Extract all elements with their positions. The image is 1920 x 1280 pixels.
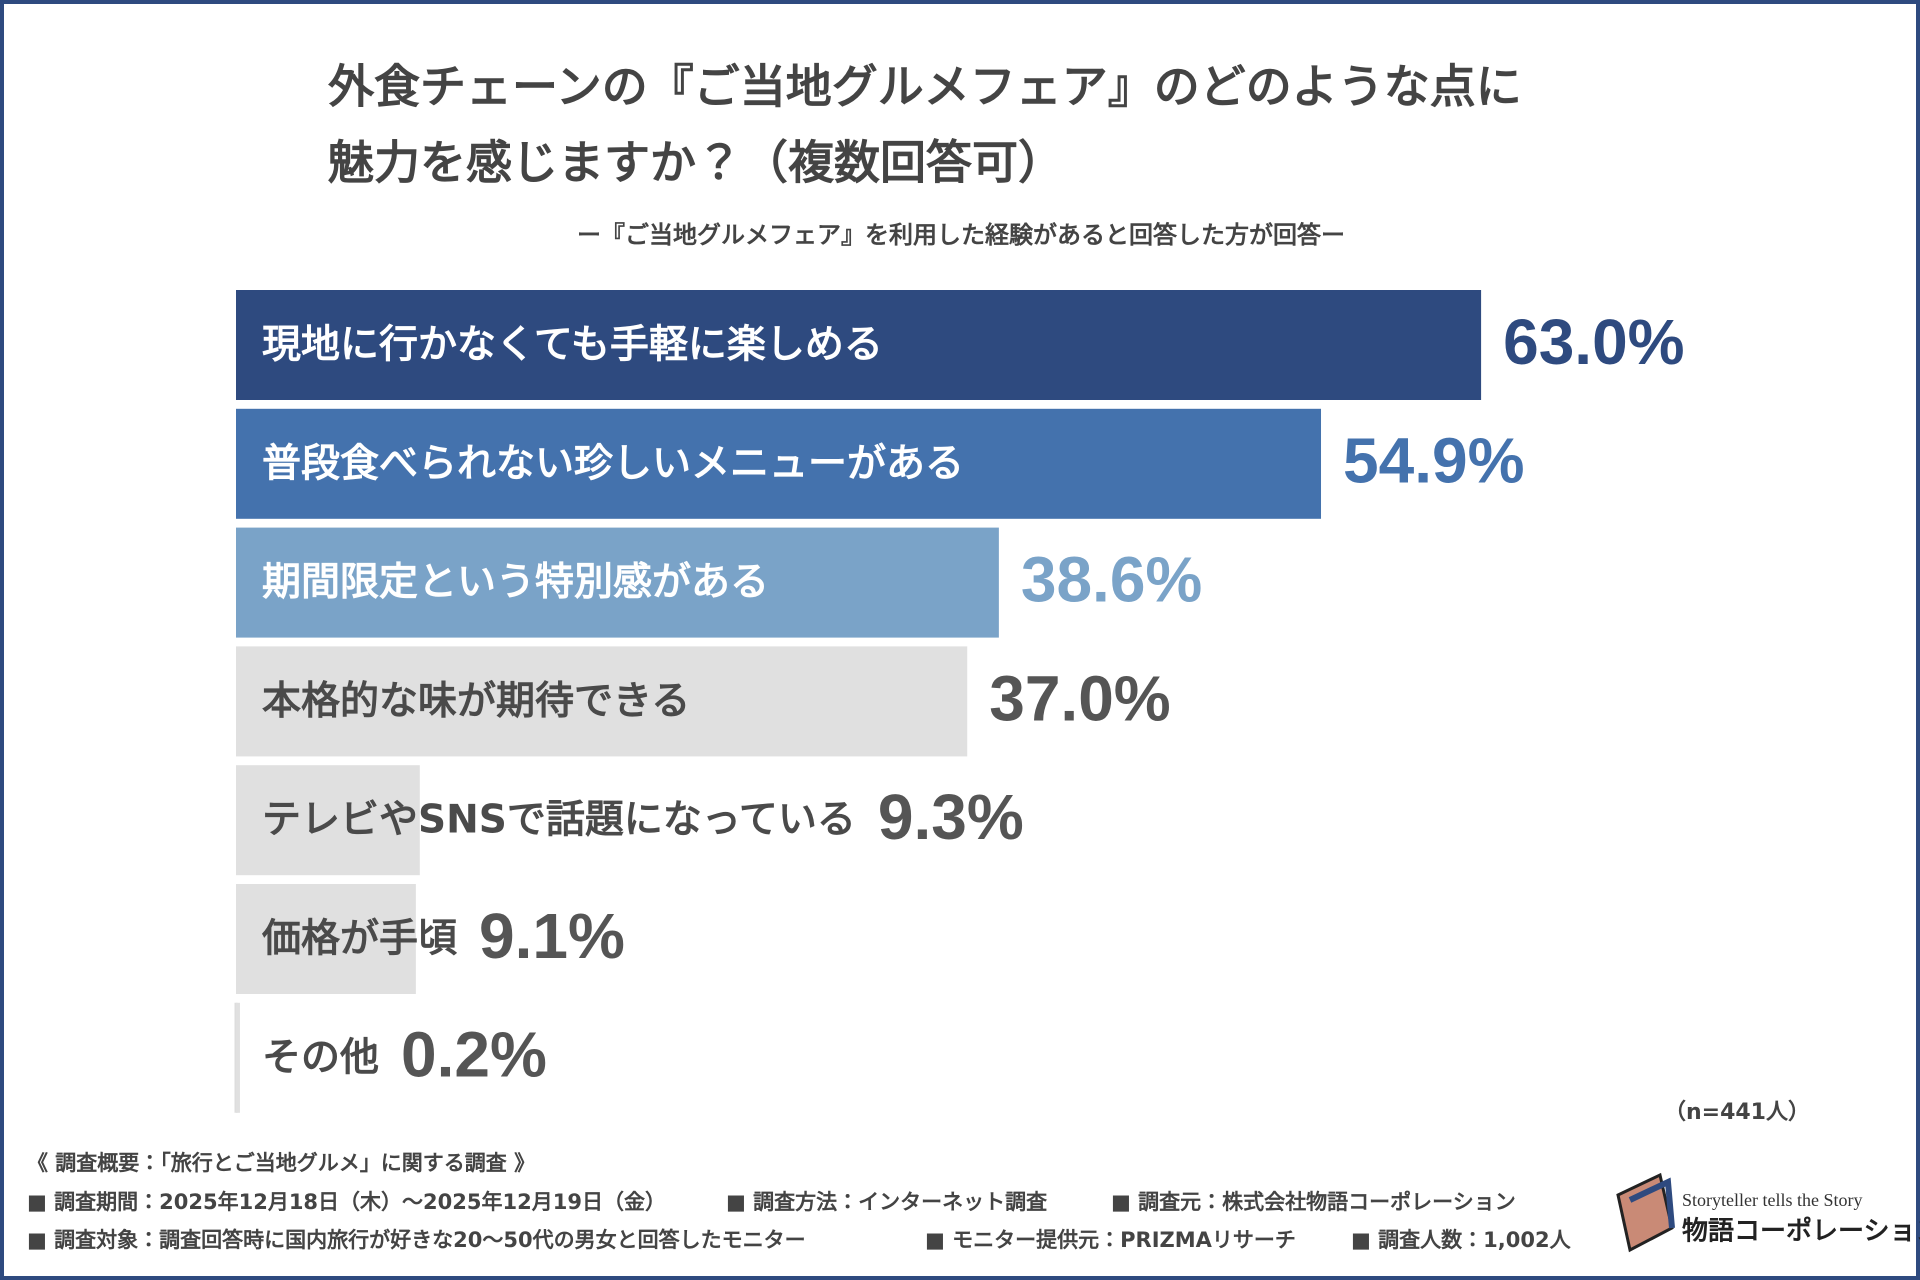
- bar: [236, 408, 1322, 519]
- value-label: 0.2%: [401, 1019, 547, 1091]
- footnote: 《 調査概要：「旅行とご当地グルメ」に関する調査 》: [27, 1151, 535, 1175]
- logo-book-spine: [1628, 1177, 1675, 1229]
- bar-label: 現地に行かなくても手軽に楽しめる: [262, 323, 883, 368]
- sample-note: （n=441人）: [1664, 1100, 1810, 1125]
- logo: Storyteller tells the Story 物語コーポレーション: [1616, 1172, 1920, 1253]
- logo-name: 物語コーポレーション: [1682, 1216, 1920, 1247]
- footnote: ■ 調査期間：2025年12月18日（木）～2025年12月19日（金）: [27, 1190, 666, 1214]
- chart-title: 魅力を感じますか？（複数回答可）: [328, 136, 1064, 190]
- footnote: ■ 調査元：株式会社物語コーポレーション: [1111, 1190, 1516, 1214]
- bar: [236, 646, 968, 757]
- logo-tagline: Storyteller tells the Story: [1682, 1190, 1862, 1210]
- footnote: ■ 調査人数：1,002人: [1351, 1228, 1572, 1252]
- bar: [236, 290, 1482, 400]
- bar-label: 価格が手頃: [261, 917, 458, 962]
- footnote: ■ 調査対象：調査回答時に国内旅行が好きな20～50代の男女と回答したモニター: [27, 1228, 806, 1252]
- bar: [236, 765, 420, 876]
- value-label: 9.1%: [479, 900, 625, 972]
- value-label: 38.6%: [1021, 544, 1202, 616]
- bar-label: その他: [262, 1035, 379, 1080]
- value-label: 54.9%: [1343, 425, 1524, 497]
- value-label: 9.3%: [878, 781, 1024, 853]
- bar-label: テレビやSNSで話題になっている: [262, 798, 856, 843]
- bar: [236, 884, 416, 994]
- bar-label: 普段食べられない珍しいメニューがある: [262, 441, 964, 486]
- footnote: ■ 調査方法：インターネット調査: [726, 1190, 1047, 1214]
- bar: [236, 1002, 240, 1113]
- value-label: 37.0%: [989, 662, 1170, 734]
- footnote: ■ モニター提供元：PRIZMAリサーチ: [925, 1228, 1296, 1252]
- chart-subtitle: ー『ご当地グルメフェア』を利用した経験があると回答した方が回答ー: [577, 221, 1345, 249]
- bar-label: 期間限定という特別感がある: [262, 560, 769, 605]
- value-label: 63.0%: [1503, 306, 1684, 378]
- bar-label: 本格的な味が期待できる: [262, 679, 690, 724]
- chart-title: 外食チェーンの『ご当地グルメフェア』のどのような点に: [327, 60, 1522, 114]
- bar: [236, 527, 999, 638]
